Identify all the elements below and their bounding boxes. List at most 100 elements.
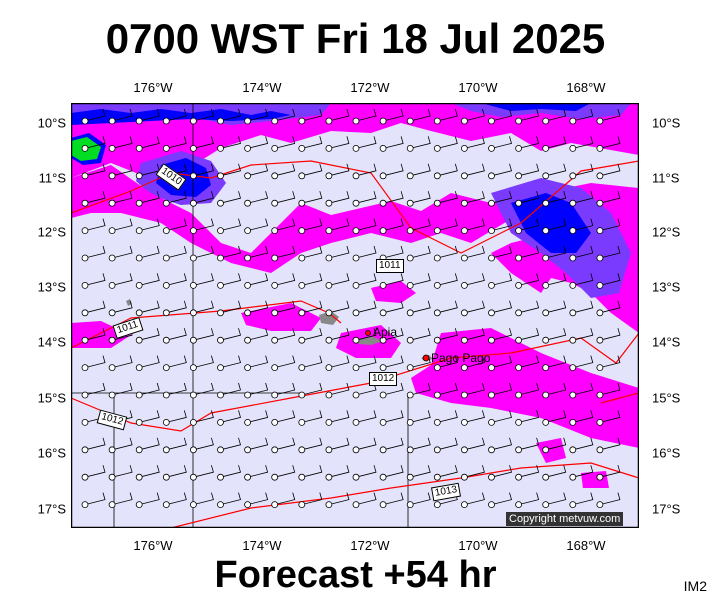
wind-barb (383, 108, 404, 122)
wind-barb (328, 218, 350, 231)
wind-station (135, 501, 143, 509)
wind-barb (545, 355, 567, 368)
wind-barb (491, 465, 512, 478)
wind-barb (84, 300, 106, 314)
wind-barb (301, 300, 323, 314)
wind-station (271, 172, 279, 180)
wind-barb (545, 382, 567, 396)
wind-station (433, 172, 441, 180)
wind-barb (328, 108, 350, 122)
wind-barb (410, 273, 431, 286)
wind-station (488, 446, 495, 454)
wind-station (515, 309, 523, 317)
wind-barb (437, 465, 458, 478)
wind-barb (355, 492, 377, 505)
wind-barb (437, 108, 458, 122)
wind-station (271, 473, 279, 481)
wind-barb (112, 245, 133, 259)
wind-station (190, 391, 197, 399)
wind-station (596, 501, 604, 509)
wind-barb (220, 492, 241, 505)
wind-barb (383, 273, 404, 286)
wind-station (433, 227, 441, 234)
wind-station (298, 309, 306, 317)
wind-barb (84, 163, 106, 177)
wind-station (217, 446, 224, 454)
wind-station (352, 172, 360, 180)
wind-barb (545, 245, 567, 259)
wind-barb (84, 245, 106, 259)
wind-barb (437, 382, 458, 396)
lat-tick-left: 15°S (37, 390, 66, 406)
wind-station (433, 364, 441, 372)
wind-barb (84, 355, 106, 368)
wind-station (135, 117, 143, 125)
wind-barb (274, 245, 296, 259)
wind-station (596, 145, 604, 152)
wind-barb (383, 328, 404, 341)
wind-barb (193, 273, 214, 286)
wind-barb (464, 191, 485, 204)
wind-station (460, 117, 468, 125)
wind-station (162, 364, 170, 372)
wind-station (135, 418, 143, 426)
wind-barb (139, 492, 160, 505)
wind-barb (355, 355, 377, 368)
wind-barb (274, 382, 296, 396)
wind-station (569, 227, 577, 234)
wind-station (135, 227, 143, 234)
wind-barb (410, 245, 431, 259)
lat-tick-left: 17°S (37, 501, 66, 517)
wind-barb (491, 492, 512, 505)
wind-station (379, 199, 387, 207)
wind-barb (301, 492, 323, 505)
wind-station (162, 473, 170, 481)
wind-station (406, 336, 414, 344)
wind-station (379, 227, 387, 234)
lon-tick-top: 176°W (133, 80, 173, 95)
wind-barb (328, 163, 350, 177)
wind-station (135, 281, 143, 289)
wind-barb (383, 437, 404, 451)
wind-barb (220, 355, 241, 368)
wind-barb (166, 382, 187, 396)
wind-barb (545, 328, 567, 341)
wind-barb (599, 437, 621, 451)
wind-station (406, 281, 414, 289)
wind-barb (84, 218, 106, 231)
wind-barb (193, 300, 214, 314)
wind-barb (139, 245, 160, 259)
wind-barb (545, 465, 567, 478)
wind-station (271, 254, 279, 262)
wind-barb (383, 382, 404, 396)
wind-barb (355, 300, 377, 314)
wind-barb (518, 328, 540, 341)
wind-station (217, 309, 224, 317)
wind-station (433, 391, 441, 399)
wind-station (379, 309, 387, 317)
wind-barb (220, 300, 241, 314)
wind-barb (84, 273, 106, 286)
wind-barb (599, 492, 621, 505)
wind-station (244, 145, 252, 152)
wind-station (406, 418, 414, 426)
wind-station (81, 145, 89, 152)
wind-station (542, 172, 550, 180)
wind-station (190, 145, 197, 152)
wind-barb (383, 300, 404, 314)
wind-station (596, 336, 604, 344)
wind-barb (247, 382, 269, 396)
lat-tick-left: 13°S (37, 279, 66, 295)
wind-barb (301, 355, 323, 368)
wind-barb (220, 191, 241, 204)
wind-station (271, 364, 279, 372)
wind-station (379, 281, 387, 289)
wind-barb (328, 191, 350, 204)
lon-tick-bottom: 176°W (133, 538, 173, 553)
wind-station (515, 254, 523, 262)
wind-station (596, 281, 604, 289)
wind-station (542, 254, 550, 262)
wind-station (433, 473, 441, 481)
wind-station (217, 391, 224, 399)
wind-barb (410, 108, 431, 122)
